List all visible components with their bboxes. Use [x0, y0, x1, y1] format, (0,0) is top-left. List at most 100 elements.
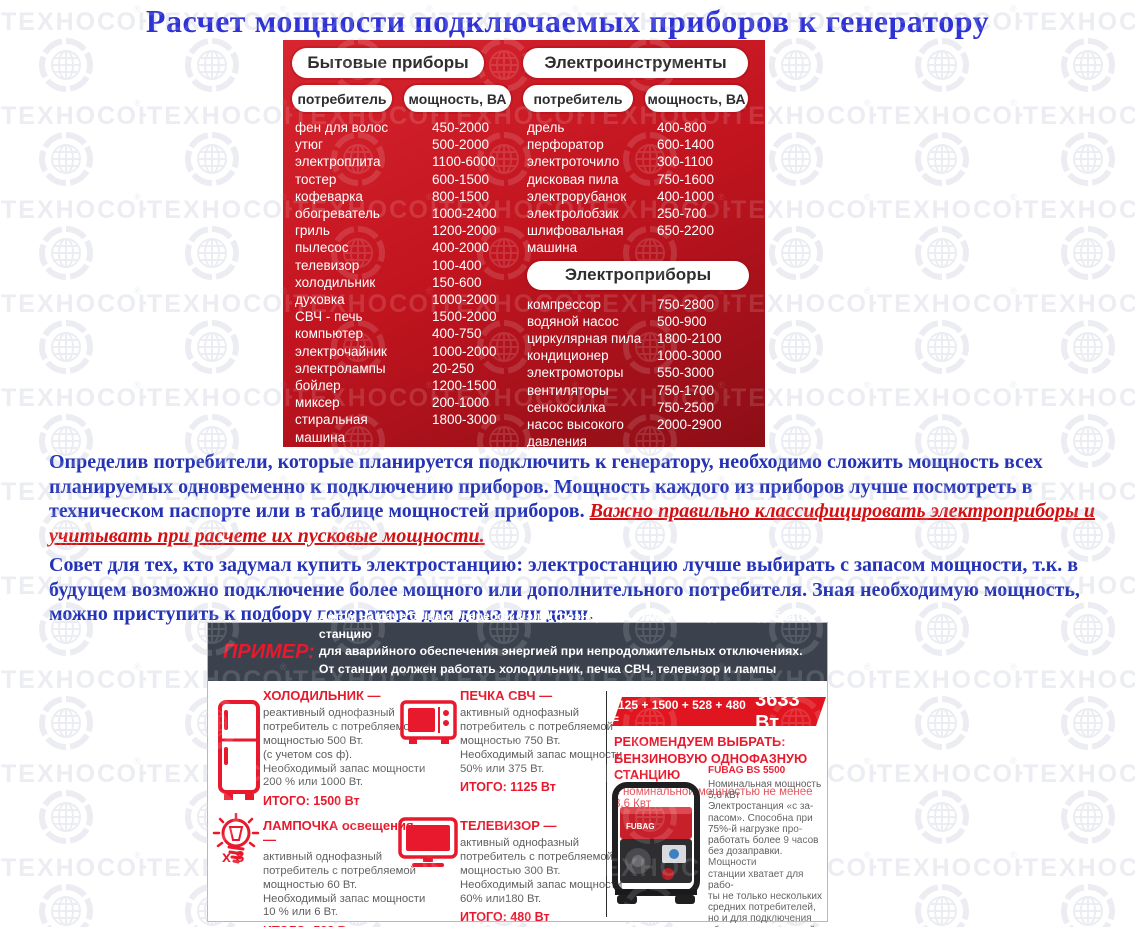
appliance-power: 400-1000 [657, 188, 715, 204]
appliance-name: тостер [295, 171, 337, 187]
col-header-power-right: мощность, ВА [645, 85, 748, 112]
appliance-name: компрессор [527, 296, 601, 312]
table-row: шлифовальная машина 650-2200 [527, 222, 753, 256]
appliance-name: электролампы [295, 360, 386, 376]
appliance-name: кофеварка [295, 188, 363, 204]
device-description: активный однофазный потребитель с потреб… [460, 836, 623, 905]
appliance-name: гриль [295, 223, 330, 239]
example-header: ПРИМЕР: Летом на даче бывают перебои с э… [208, 609, 827, 693]
svg-text:FUBAG: FUBAG [626, 822, 654, 831]
table-row: дрель 400-800 [527, 119, 753, 136]
col-header-consumer-left: потребитель [292, 85, 392, 112]
fridge-icon [218, 700, 260, 800]
table-row: вентиляторы 750-1700 [527, 382, 753, 399]
microwave-icon [400, 700, 457, 744]
appliance-name: холодильник [295, 274, 376, 290]
table-row: утюг 500-2000 [295, 136, 521, 153]
table-header-household: Бытовые приборы [292, 48, 484, 78]
appliance-name: утюг [295, 137, 323, 153]
appliance-power: 100-400 [432, 257, 482, 273]
table-row: обогреватель 1000-2400 [295, 205, 521, 222]
table-row: электролампы 20-250 [295, 360, 521, 377]
generator-description: Номинальная мощность 5,0 кВт Электростан… [708, 779, 823, 927]
table-row: телевизор 100-400 [295, 257, 521, 274]
appliance-name: циркулярная пила [527, 331, 642, 347]
appliance-power: 1500-2000 [432, 309, 497, 325]
example-label: ПРИМЕР: [223, 640, 315, 663]
appliance-power: 250-700 [657, 206, 707, 222]
appliance-name: электрорубанок [527, 188, 627, 204]
table-row: электроплита 1100-6000 [295, 153, 521, 170]
table-header-powertools: Электроинструменты [523, 48, 748, 78]
appliance-power: 450-2000 [432, 120, 490, 135]
paragraph-instructions: Определив потребители, которые планирует… [49, 450, 1097, 548]
table-row: кофеварка 800-1500 [295, 188, 521, 205]
recommendation-line1: РЕКОМЕНДУЕМ ВЫБРАТЬ: [614, 734, 786, 749]
appliance-name: сенокосилка [527, 399, 606, 415]
appliance-power: 1000-2000 [432, 292, 497, 308]
appliance-power: 1000-2400 [432, 206, 497, 222]
table-row: кондиционер 1000-3000 [527, 347, 753, 364]
table-row: электромоторы 550-3000 [527, 364, 753, 381]
appliance-power: 500-900 [657, 313, 707, 329]
table-row: электроточило 300-1100 [527, 153, 753, 170]
table-row: циркулярная пила 1800-2100 [527, 330, 753, 347]
appliance-name: кондиционер [527, 348, 609, 364]
appliance-name: электролобзик [527, 206, 619, 222]
appliance-power: 400-800 [657, 120, 707, 135]
appliance-power: 1200-1500 [432, 378, 497, 394]
generator-model: FUBAG BS 5500 [708, 765, 786, 776]
appliance-power: 150-600 [432, 274, 482, 290]
appliance-name: СВЧ - печь [295, 309, 363, 325]
power-table: Бытовые приборы Электроинструменты потре… [283, 40, 765, 450]
table-row: стиральная машина 1800-3000 [295, 411, 521, 445]
table-row: электрорубанок 400-1000 [527, 188, 753, 205]
appliance-power: 550-3000 [657, 365, 715, 381]
appliance-name: дрель [527, 120, 565, 135]
table-row: сенокосилка 750-2500 [527, 399, 753, 416]
example-box: ПРИМЕР: Летом на даче бывают перебои с э… [207, 609, 828, 927]
page-title: Расчет мощности подключаемых приборов к … [145, 3, 990, 39]
appliance-name: дисковая пила [527, 171, 619, 187]
generator-image: FUBAG [612, 782, 700, 904]
appliance-power: 1100-6000 [432, 154, 496, 170]
appliance-power: 1800-3000 [432, 412, 497, 428]
tools-rows: дрель 400-800 перфоратор 600-1400 электр… [527, 119, 753, 450]
appliance-power: 600-1500 [432, 171, 490, 187]
example-body: ХОЛОДИЛЬНИК — реактивный однофазный потр… [208, 681, 827, 927]
table-row: духовка 1000-2000 [295, 291, 521, 308]
appliance-name: миксер [295, 395, 340, 411]
col-header-consumer-right: потребитель [523, 85, 633, 112]
appliance-name: телевизор [295, 257, 360, 273]
table-row: бойлер 1200-1500 [295, 377, 521, 394]
appliance-power: 750-2800 [657, 296, 715, 312]
appliance-power: 1800-2100 [657, 331, 722, 347]
device-title: ПЕЧКА СВЧ — [460, 688, 553, 703]
appliance-name: электрочайник [295, 343, 387, 359]
sum-formula: 1125 + 1500 + 528 + 480 = [612, 697, 746, 726]
table-row: электролобзик 250-700 [527, 205, 753, 222]
household-rows: фен для волос 450-2000 утюг 500-2000 эле… [295, 119, 521, 446]
appliance-name: водяной насос [527, 313, 619, 329]
appliance-name: компьютер [295, 326, 364, 342]
table-row: холодильник 150-600 [295, 274, 521, 291]
table-row: компрессор 750-2800 [527, 296, 753, 313]
appliance-power: 2000-2900 [657, 417, 722, 433]
table-row: СВЧ - печь 1500-2000 [295, 308, 521, 325]
appliance-power: 1200-2000 [432, 223, 497, 239]
table-row: водяной насос 500-900 [527, 313, 753, 330]
appliance-power: 400-750 [432, 326, 482, 342]
table-row: перфоратор 600-1400 [527, 136, 753, 153]
appliance-power: 20-250 [432, 360, 475, 376]
device-block-microwave: ПЕЧКА СВЧ — активный однофазный потребит… [460, 689, 624, 795]
device-total: ИТОГО: 480 Вт [460, 910, 550, 925]
appliance-power: 200-1000 [432, 395, 490, 411]
sum-banner: 1125 + 1500 + 528 + 480 = 3633 Вт [612, 697, 826, 726]
appliance-power: 300-1100 [657, 154, 714, 170]
table-row: пылесос 400-2000 [295, 239, 521, 256]
tv-icon [398, 817, 458, 867]
appliance-power: 750-1700 [657, 382, 715, 398]
appliance-name: электроточило [527, 154, 620, 170]
appliance-power: 600-1400 [657, 137, 715, 153]
